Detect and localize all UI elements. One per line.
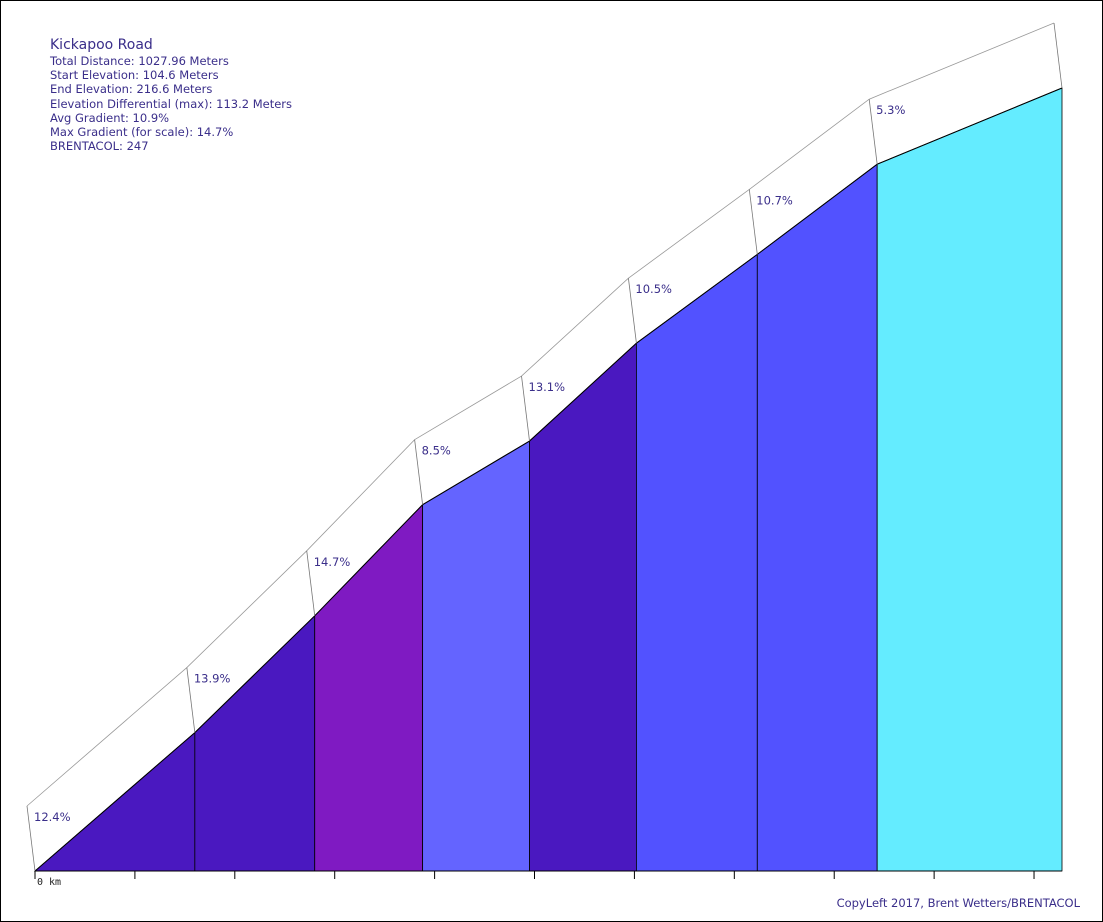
segment-area-4 (422, 440, 530, 872)
route-info: Kickapoo Road Total Distance: 1027.96 Me… (50, 37, 292, 153)
ribbon-divider-4 (521, 376, 530, 442)
copyleft-credit: CopyLeft 2017, Brent Wetters/BRENTACOL (836, 896, 1080, 910)
ribbon-divider-0 (26, 805, 36, 872)
gradient-label-5: 13.1% (529, 380, 566, 394)
ribbon-divider-3 (414, 439, 424, 505)
route-title: Kickapoo Road (50, 37, 153, 53)
gradient-label-7: 10.7% (756, 193, 793, 207)
brentacol-score: BRENTACOL: 247 (50, 139, 149, 154)
segment-area-7 (756, 163, 878, 872)
ribbon-divider-2 (306, 550, 316, 616)
x-tick-label: 0 km (37, 877, 61, 888)
ribbon-divider-1 (186, 667, 196, 733)
gradient-label-2: 13.9% (194, 672, 231, 686)
ribbon-divider-5 (628, 278, 637, 344)
end-elevation: End Elevation: 216.6 Meters (50, 82, 213, 97)
ribbon-divider-7 (868, 99, 878, 165)
gradient-label-6: 10.5% (635, 282, 672, 296)
segment-area-5 (529, 342, 637, 872)
ribbon-divider-8 (1053, 22, 1063, 89)
avg-gradient: Avg Gradient: 10.9% (50, 110, 170, 125)
segment-area-6 (636, 253, 758, 872)
segment-area-8 (876, 87, 1063, 872)
ribbon-divider-6 (748, 189, 758, 255)
start-elevation: Start Elevation: 104.6 Meters (50, 68, 219, 83)
gradient-label-8: 5.3% (876, 103, 905, 117)
gradient-label-1: 12.4% (34, 810, 71, 824)
segment-area-2 (194, 614, 316, 872)
total-distance: Total Distance: 1027.96 Meters (50, 54, 229, 68)
max-gradient: Max Gradient (for scale): 14.7% (50, 125, 234, 140)
elevation-differential: Elevation Differential (max): 113.2 Mete… (50, 96, 292, 111)
gradient-label-3: 14.7% (314, 555, 351, 569)
gradient-label-4: 8.5% (422, 444, 451, 458)
